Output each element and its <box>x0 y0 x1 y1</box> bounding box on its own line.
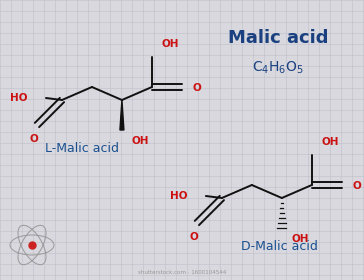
Polygon shape <box>120 100 124 130</box>
Text: L-Malic acid: L-Malic acid <box>45 141 119 155</box>
Text: HO: HO <box>11 93 28 103</box>
Text: shutterstock.com · 1600104544: shutterstock.com · 1600104544 <box>138 269 226 274</box>
Text: O: O <box>353 181 361 191</box>
Text: D-Malic acid: D-Malic acid <box>241 239 318 253</box>
Text: O: O <box>193 83 202 93</box>
Text: OH: OH <box>292 234 309 244</box>
Text: Malic acid: Malic acid <box>228 29 328 47</box>
Text: OH: OH <box>162 39 179 49</box>
Text: OH: OH <box>132 136 149 146</box>
Text: O: O <box>190 232 198 242</box>
Text: O: O <box>29 134 38 144</box>
Text: HO: HO <box>170 191 188 201</box>
Text: $\mathregular{C_4H_6O_5}$: $\mathregular{C_4H_6O_5}$ <box>252 60 304 76</box>
Text: OH: OH <box>322 137 339 147</box>
